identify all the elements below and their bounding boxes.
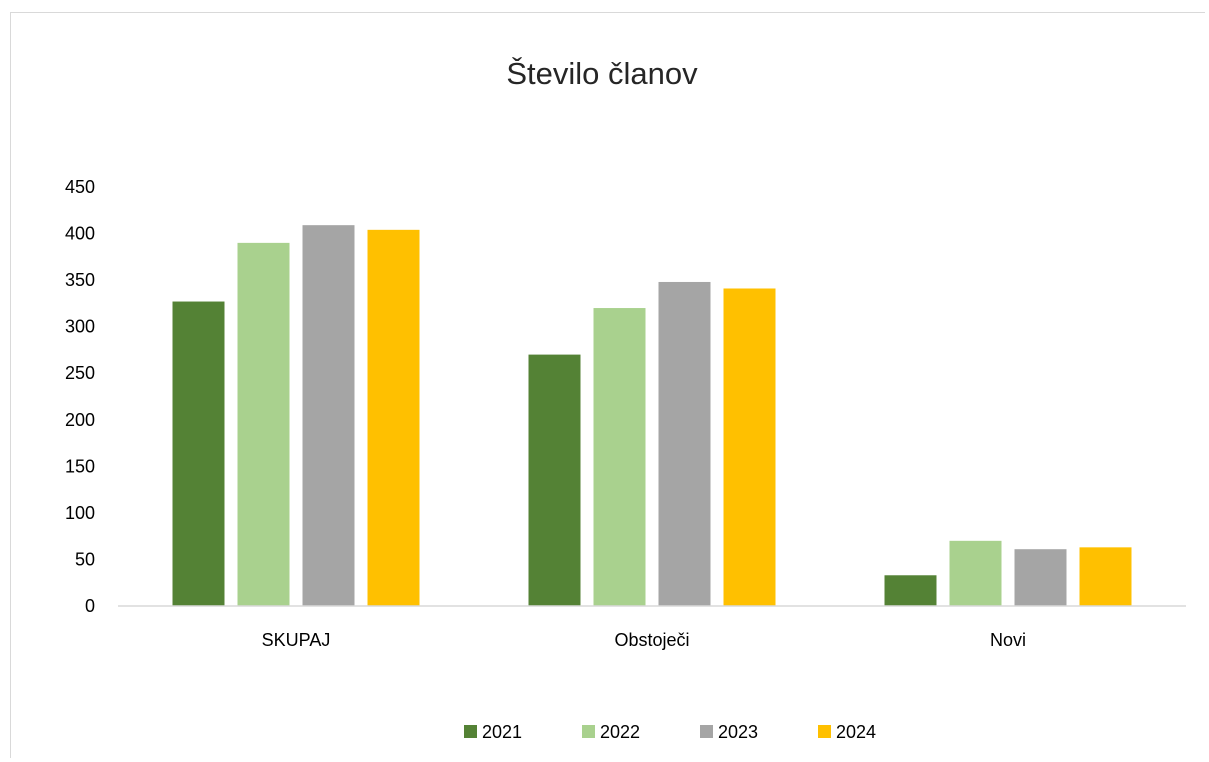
y-tick-label: 50 <box>75 549 95 569</box>
bar-2021-0 <box>172 301 225 606</box>
legend: 2021 2022 2023 2024 <box>464 722 876 742</box>
y-tick-label: 200 <box>65 410 95 430</box>
legend-label: 2024 <box>836 722 876 742</box>
category-labels: SKUPAJ Obstoječi Novi <box>262 630 1026 650</box>
bar-2024-1 <box>723 288 776 606</box>
y-tick-label: 350 <box>65 270 95 290</box>
bar-2022-1 <box>593 308 646 606</box>
bar-2022-0 <box>237 242 290 606</box>
bar-2023-2 <box>1014 549 1067 606</box>
bar-2024-0 <box>367 229 420 606</box>
y-axis-ticks: 0 50 100 150 200 250 300 350 400 450 <box>65 177 95 616</box>
legend-swatch-2021 <box>464 725 477 738</box>
bar-2023-0 <box>302 225 355 607</box>
category-label: Novi <box>990 630 1026 650</box>
bar-2021-2 <box>884 575 937 606</box>
y-tick-label: 0 <box>85 596 95 616</box>
bar-2022-2 <box>949 540 1002 606</box>
chart-title: Število članov <box>506 56 698 91</box>
legend-label: 2022 <box>600 722 640 742</box>
y-tick-label: 400 <box>65 224 95 244</box>
legend-label: 2023 <box>718 722 758 742</box>
legend-swatch-2022 <box>582 725 595 738</box>
y-tick-label: 100 <box>65 503 95 523</box>
bars <box>172 225 1132 607</box>
y-tick-label: 150 <box>65 456 95 476</box>
bar-2023-1 <box>658 281 711 606</box>
bar-2021-1 <box>528 354 581 606</box>
y-tick-label: 450 <box>65 177 95 197</box>
legend-label: 2021 <box>482 722 522 742</box>
legend-swatch-2023 <box>700 725 713 738</box>
legend-swatch-2024 <box>818 725 831 738</box>
bar-2024-2 <box>1079 547 1132 606</box>
category-label: SKUPAJ <box>262 630 331 650</box>
y-tick-label: 300 <box>65 317 95 337</box>
category-label: Obstoječi <box>614 630 689 650</box>
y-tick-label: 250 <box>65 363 95 383</box>
